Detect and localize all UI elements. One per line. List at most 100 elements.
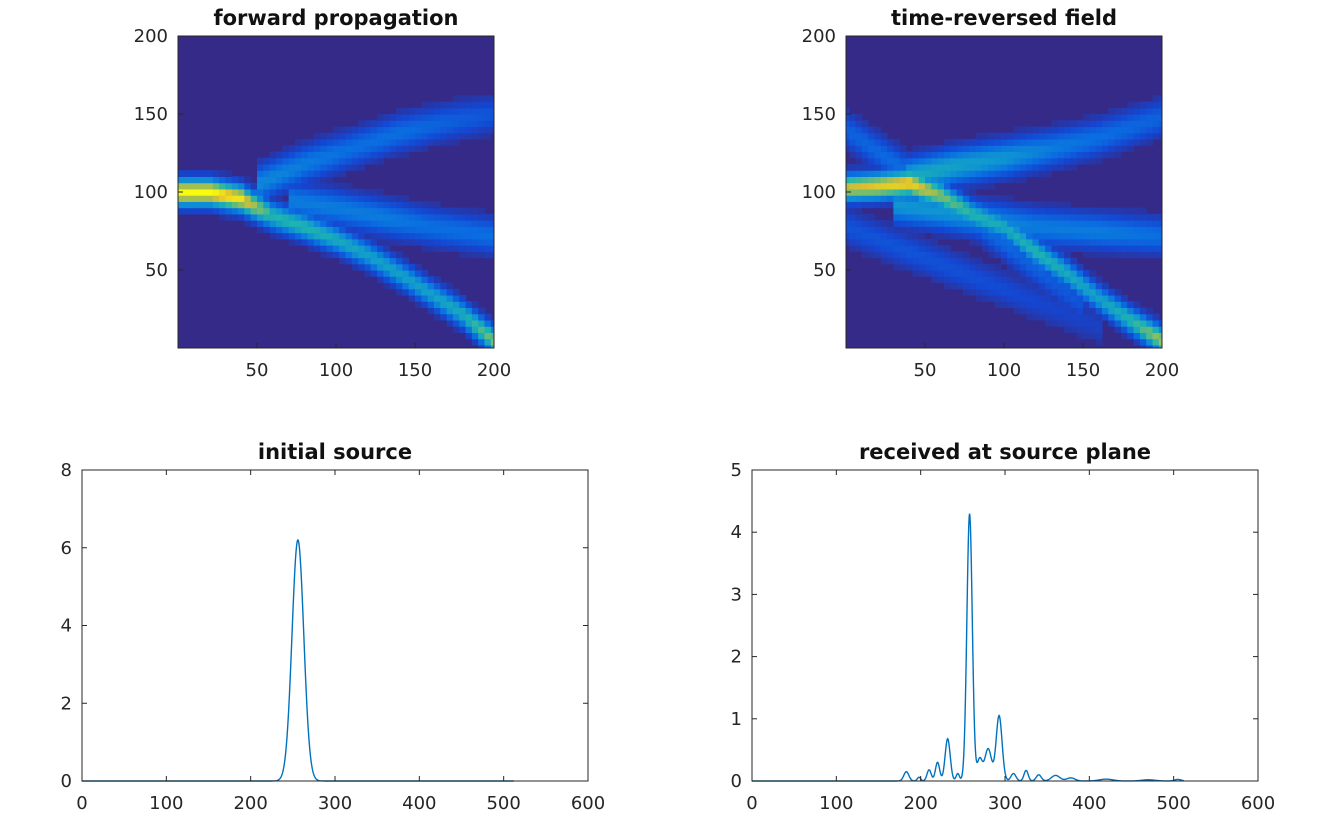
- heatmap-cell: [1120, 107, 1128, 115]
- heatmap-cell: [1146, 120, 1154, 128]
- heatmap-cell: [396, 138, 403, 146]
- heatmap-cell: [301, 170, 309, 177]
- heatmap-cell: [962, 157, 970, 165]
- heatmap-cell: [257, 188, 264, 196]
- heatmap-cell: [364, 251, 372, 259]
- x-tick-label: 600: [1241, 793, 1275, 814]
- heatmap-cell: [446, 226, 454, 234]
- heatmap-cell: [1032, 251, 1040, 259]
- heatmap-cell: [490, 326, 494, 333]
- heatmap-cell: [975, 282, 983, 290]
- heatmap-cell: [1007, 195, 1015, 202]
- heatmap-cell: [874, 245, 882, 252]
- heatmap-cell: [893, 138, 901, 146]
- heatmap-cell: [288, 182, 296, 190]
- heatmap-cell: [452, 126, 460, 134]
- heatmap-cell: [421, 126, 429, 134]
- heatmap-cell: [887, 170, 894, 177]
- heatmap-cell: [389, 220, 397, 227]
- heatmap-cell: [187, 195, 195, 202]
- heatmap-cell: [402, 114, 410, 121]
- heatmap-cell: [370, 245, 378, 252]
- heatmap-cell: [1139, 120, 1147, 128]
- heatmap-cell: [358, 263, 366, 271]
- heatmap-cell: [396, 120, 403, 128]
- heatmap-cell: [446, 120, 454, 128]
- heatmap-cell: [906, 182, 913, 190]
- heatmap-cell: [1032, 201, 1040, 209]
- heatmap-cell: [1076, 120, 1084, 128]
- heatmap-cell: [1000, 145, 1008, 153]
- heatmap-cell: [178, 201, 182, 209]
- heatmap-cell: [282, 213, 290, 221]
- heatmap-cell: [206, 201, 214, 209]
- heatmap-cell: [1089, 307, 1097, 315]
- heatmap-cell: [478, 120, 486, 128]
- heatmap-cell: [427, 207, 435, 215]
- heatmap-cell: [320, 232, 328, 240]
- heatmap-cell: [943, 213, 951, 221]
- heatmap-cell: [1120, 114, 1128, 121]
- heatmap-cell: [389, 126, 397, 134]
- heatmap-cell: [1064, 263, 1071, 271]
- heatmap-cell: [981, 288, 989, 296]
- x-tick-label: 500: [1156, 793, 1190, 814]
- heatmap-cell: [257, 157, 264, 165]
- heatmap-cell: [874, 238, 882, 246]
- heatmap-cell: [1127, 138, 1135, 146]
- heatmap-cell: [269, 220, 277, 227]
- heatmap-cell: [1114, 232, 1122, 240]
- x-tick-label: 400: [402, 793, 436, 814]
- heatmap-cell: [899, 176, 907, 184]
- heatmap-cell: [345, 157, 353, 165]
- heatmap-cell: [1064, 282, 1071, 290]
- heatmap-cell: [918, 270, 926, 277]
- heatmap-cell: [389, 270, 397, 277]
- heatmap-cell: [326, 163, 334, 171]
- heatmap-cell: [994, 288, 1002, 296]
- heatmap-cell: [326, 213, 334, 221]
- heatmap-cell: [969, 238, 977, 246]
- heatmap-cell: [345, 132, 353, 140]
- heatmap-cell: [358, 163, 366, 171]
- heatmap-cell: [893, 195, 901, 202]
- heatmap-cell: [981, 220, 989, 227]
- heatmap-cell: [1064, 201, 1071, 209]
- heatmap-cell: [1120, 301, 1128, 309]
- heatmap-cell: [994, 232, 1002, 240]
- heatmap-cell: [1089, 226, 1097, 234]
- heatmap-cell: [358, 145, 366, 153]
- heatmap-cell: [1083, 270, 1090, 277]
- heatmap-cell: [880, 170, 888, 177]
- heatmap-cell: [364, 263, 372, 271]
- heatmap-cell: [1070, 232, 1078, 240]
- heatmap-cell: [459, 107, 467, 115]
- heatmap-cell: [1051, 270, 1059, 277]
- heatmap-cell: [861, 120, 869, 128]
- heatmap-cell: [471, 338, 479, 346]
- heatmap-cell: [225, 207, 233, 215]
- heatmap-cell: [421, 245, 429, 252]
- heatmap-cell: [1152, 95, 1160, 103]
- heatmap-cell: [1032, 157, 1040, 165]
- heatmap-cell: [994, 170, 1002, 177]
- heatmap-cell: [1038, 288, 1046, 296]
- heatmap-cell: [1095, 319, 1103, 327]
- heatmap-cell: [918, 232, 926, 240]
- heatmap-cell: [849, 232, 857, 240]
- heatmap-cell: [1013, 263, 1021, 271]
- heatmap-cell: [994, 245, 1002, 252]
- heatmap-cell: [193, 182, 201, 190]
- heatmap-cell: [1019, 307, 1027, 315]
- heatmap-cell: [1064, 238, 1071, 246]
- heatmap-cell: [1108, 232, 1116, 240]
- heatmap-cell: [452, 245, 460, 252]
- heatmap-cell: [1083, 151, 1090, 159]
- heatmap-cell: [981, 132, 989, 140]
- heatmap-cell: [351, 257, 359, 265]
- heatmap-cell: [988, 145, 996, 153]
- heatmap-cell: [370, 263, 378, 271]
- heatmap-cell: [478, 95, 486, 103]
- heatmap-cell: [950, 251, 958, 259]
- heatmap-cell: [1013, 213, 1021, 221]
